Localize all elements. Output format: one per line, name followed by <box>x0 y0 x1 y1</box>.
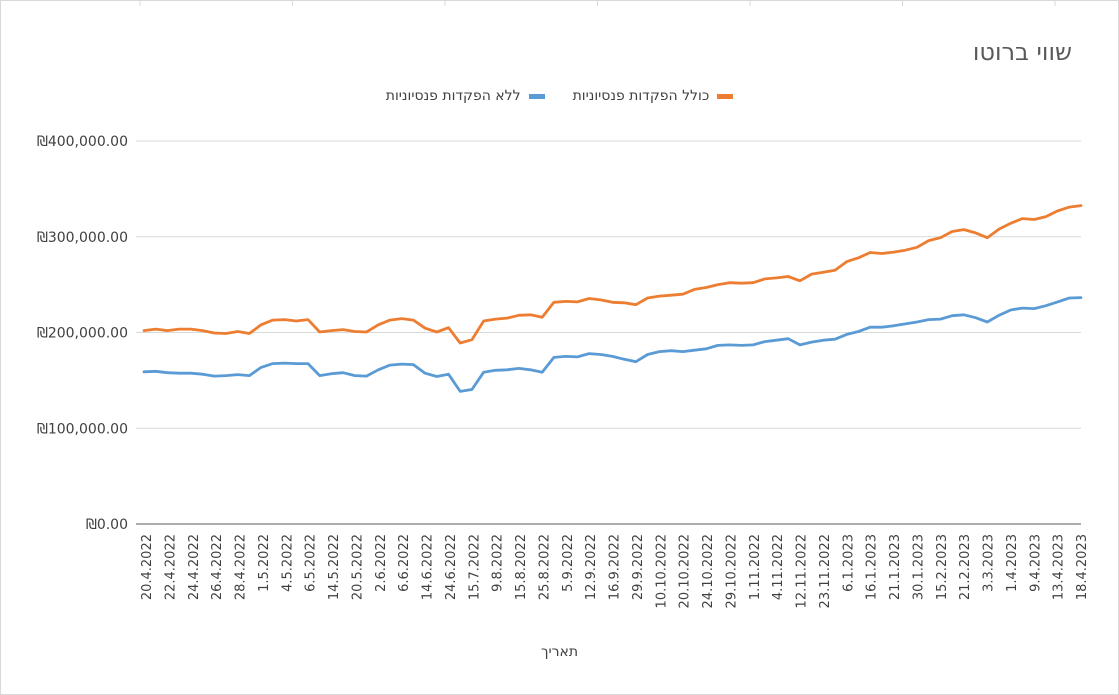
y-tick-label: ₪100,000.00 <box>37 421 128 437</box>
x-tick-label: 2.6.2022 <box>374 534 389 592</box>
y-tick-label: ₪200,000.00 <box>37 326 128 342</box>
legend-item-without-pension: ללא הפקדות פנסיוניות <box>386 88 545 104</box>
legend-swatch-without-pension <box>528 93 545 99</box>
x-tick-label: 13.4.2023 <box>1052 534 1067 600</box>
x-tick-label: 3.3.2023 <box>982 534 997 592</box>
x-tick-label: 9.4.2023 <box>1028 534 1043 592</box>
x-tick-label: 23.11.2022 <box>818 534 833 608</box>
x-tick-label: 9.8.2022 <box>491 534 506 592</box>
x-tick-label: 24.10.2022 <box>701 534 716 608</box>
x-tick-label: 6.6.2022 <box>397 534 412 592</box>
x-tick-label: 22.4.2022 <box>163 534 178 600</box>
x-tick-label: 12.9.2022 <box>584 534 599 600</box>
x-tick-label: 14.6.2022 <box>421 534 436 600</box>
x-tick-label: 1.5.2022 <box>257 534 272 592</box>
x-tick-label: 21.1.2023 <box>888 534 903 600</box>
x-tick-label: 24.6.2022 <box>444 534 459 600</box>
x-tick-label: 25.8.2022 <box>537 534 552 600</box>
x-tick-label: 15.7.2022 <box>467 534 482 600</box>
legend-label-without-pension: ללא הפקדות פנסיוניות <box>385 88 521 104</box>
x-tick-label: 5.9.2022 <box>561 534 576 592</box>
x-tick-label: 16.1.2023 <box>865 534 880 600</box>
legend-swatch-with-pension <box>717 93 734 99</box>
x-tick-label: 26.4.2022 <box>210 534 225 600</box>
chart-legend: כולל הפקדות פנסיוניות ללא הפקדות פנסיוני… <box>0 88 1119 104</box>
series-line-with-pension <box>142 204 1083 345</box>
x-tick-label: 15.2.2023 <box>935 534 950 600</box>
x-tick-label: 16.9.2022 <box>608 534 623 600</box>
x-tick-label: 1.11.2022 <box>748 534 763 600</box>
x-tick-label: 6.1.2023 <box>841 534 856 592</box>
series-line-without-pension <box>142 296 1083 393</box>
x-tick-label: 14.5.2022 <box>327 534 342 600</box>
x-tick-label: 30.1.2023 <box>911 534 926 600</box>
x-tick-label: 29.9.2022 <box>631 534 646 600</box>
x-tick-label: 1.4.2023 <box>1005 534 1020 592</box>
legend-label-with-pension: כולל הפקדות פנסיוניות <box>572 88 710 104</box>
x-tick-label: 4.5.2022 <box>280 534 295 592</box>
x-tick-label: 20.4.2022 <box>140 534 155 600</box>
x-tick-label: 20.10.2022 <box>678 534 693 608</box>
legend-item-with-pension: כולל הפקדות פנסיוניות <box>573 88 734 104</box>
x-axis-title: תאריך <box>540 644 579 660</box>
chart-title: שווי ברוטו <box>972 38 1072 66</box>
x-tick-label: 18.4.2023 <box>1075 534 1090 600</box>
x-tick-label: 10.10.2022 <box>654 534 669 608</box>
x-tick-label: 15.8.2022 <box>514 534 529 600</box>
x-tick-label: 24.4.2022 <box>187 534 202 600</box>
x-tick-label: 29.10.2022 <box>724 534 739 608</box>
x-tick-label: 4.11.2022 <box>771 534 786 600</box>
y-tick-label: ₪300,000.00 <box>37 230 128 246</box>
y-tick-label: ₪0.00 <box>86 517 128 533</box>
x-tick-label: 28.4.2022 <box>234 534 249 600</box>
y-tick-label: ₪400,000.00 <box>37 134 128 150</box>
x-tick-label: 12.11.2022 <box>795 534 810 608</box>
x-tick-label: 6.5.2022 <box>304 534 319 592</box>
x-tick-label: 21.2.2023 <box>958 534 973 600</box>
x-tick-label: 20.5.2022 <box>350 534 365 600</box>
